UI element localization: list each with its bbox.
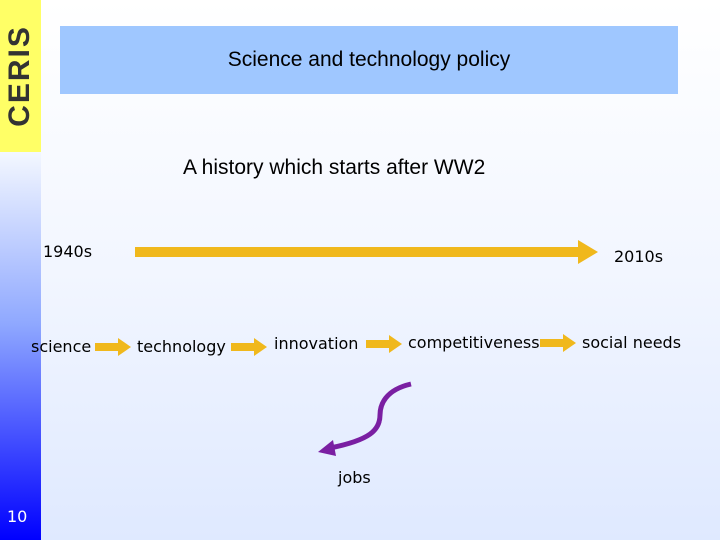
branch-arrowhead — [318, 440, 336, 456]
title-box: Science and technology policy — [60, 26, 678, 94]
subtitle: A history which starts after WW2 — [183, 156, 486, 179]
chain-item: social needs — [582, 333, 682, 352]
chain-arrow — [366, 335, 402, 353]
chain-arrow — [95, 338, 131, 356]
logo: CERIS — [0, 0, 41, 152]
chain-arrow — [540, 334, 576, 352]
timeline-arrow — [135, 240, 598, 264]
title: Science and technology policy — [227, 48, 511, 71]
chain-arrow — [231, 338, 267, 356]
chain-item: competitiveness — [408, 333, 540, 352]
chain-item: technology — [137, 337, 226, 356]
timeline-start: 1940s — [43, 242, 93, 261]
timeline-end: 2010s — [614, 247, 664, 266]
page-number: 10 — [7, 507, 28, 526]
chain-item: innovation — [274, 334, 359, 353]
arrow-group — [95, 240, 598, 356]
chain-item: science — [31, 337, 92, 356]
branch-curve — [329, 381, 412, 451]
branch-item: jobs — [338, 468, 371, 487]
